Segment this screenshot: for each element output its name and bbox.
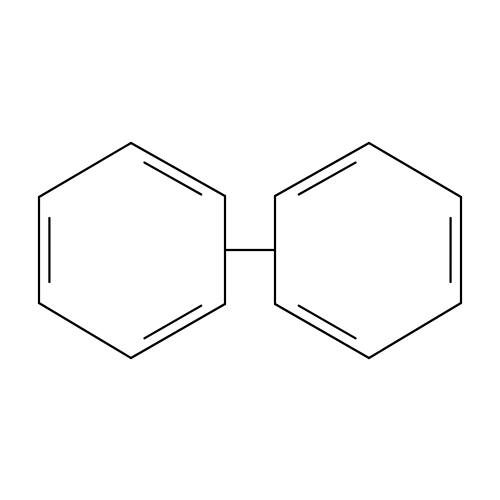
molecule-diagram <box>0 0 500 500</box>
ring-left-bond-4 <box>131 304 225 358</box>
ring-left-bond-1 <box>39 143 131 197</box>
ring-right-bond-1 <box>369 143 461 197</box>
ring-right-bond-3 <box>369 303 461 358</box>
ring-right-bond-4 <box>275 304 369 358</box>
ring-left-bond-3 <box>39 303 131 358</box>
ring-right-bond-0 <box>275 143 369 196</box>
ring-left-bond-0 <box>131 143 225 196</box>
